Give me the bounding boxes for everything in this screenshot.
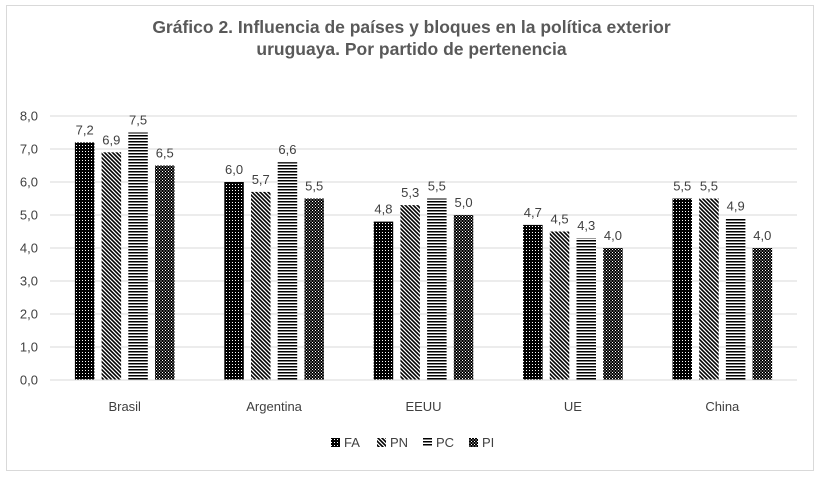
legend-swatch [469, 438, 478, 447]
legend-label: FA [344, 435, 360, 450]
data-label: 4,3 [577, 218, 595, 233]
chart-title-line-1: Gráfico 2. Influencia de países y bloque… [152, 17, 671, 37]
y-tick-label: 6,0 [20, 175, 38, 190]
y-tick-label: 1,0 [20, 340, 38, 355]
legend-swatch [331, 438, 340, 447]
data-label: 4,0 [604, 228, 622, 243]
data-label: 7,5 [129, 113, 147, 128]
y-tick-label: 5,0 [20, 208, 38, 223]
bar-pi-argentina [304, 198, 324, 380]
chart-title-line-2: uruguaya. Por partido de pertenencia [256, 39, 567, 59]
bar-fa-eeuu [373, 221, 394, 380]
bar-pi-china [752, 248, 773, 380]
legend-label: PI [482, 435, 494, 450]
y-tick-label: 2,0 [20, 307, 38, 322]
data-label: 4,7 [524, 205, 542, 220]
data-label: 5,3 [401, 185, 419, 200]
bar-pn-ue [549, 231, 570, 380]
bar-pc-ue [576, 238, 596, 380]
data-label: 4,5 [551, 212, 569, 227]
data-label: 5,7 [252, 172, 270, 187]
y-tick-label: 0,0 [20, 373, 38, 388]
data-label: 6,6 [278, 142, 296, 157]
bar-pc-eeuu [427, 198, 447, 380]
bar-fa-argentina [224, 182, 244, 380]
chart-title: Gráfico 2. Influencia de países y bloque… [0, 16, 823, 60]
legend-label: PC [436, 435, 454, 450]
y-tick-label: 7,0 [20, 142, 38, 157]
bar-fa-brasil [74, 142, 95, 380]
bar-pn-china [699, 198, 719, 380]
x-category-label: EEUU [405, 399, 441, 414]
data-label: 7,2 [76, 122, 94, 137]
data-label: 5,5 [428, 179, 446, 194]
data-label: 5,5 [673, 179, 691, 194]
data-label: 4,9 [727, 198, 745, 213]
bar-pn-eeuu [400, 205, 420, 380]
bar-pn-argentina [251, 191, 271, 380]
bar-fa-ue [523, 224, 543, 380]
data-label: 4,0 [753, 228, 771, 243]
data-label: 5,0 [455, 195, 473, 210]
bar-pc-argentina [277, 162, 298, 380]
data-label: 6,0 [225, 162, 243, 177]
x-category-label: UE [564, 399, 582, 414]
x-category-label: Argentina [246, 399, 302, 414]
legend-swatch [377, 438, 386, 447]
bar-pi-ue [603, 248, 623, 380]
bar-pn-brasil [101, 152, 122, 380]
data-label: 5,5 [305, 179, 323, 194]
y-tick-label: 8,0 [20, 109, 38, 124]
data-label: 4,8 [374, 202, 392, 217]
y-tick-label: 4,0 [20, 241, 38, 256]
data-label: 6,5 [156, 146, 174, 161]
bar-pc-china [725, 218, 746, 380]
bar-pi-brasil [155, 165, 175, 380]
legend-label: PN [390, 435, 408, 450]
bar-pc-brasil [128, 132, 148, 380]
x-category-label: China [705, 399, 740, 414]
data-label: 5,5 [700, 179, 718, 194]
x-category-label: Brasil [108, 399, 141, 414]
bar-pi-eeuu [453, 215, 474, 380]
data-label: 6,9 [102, 132, 120, 147]
y-tick-label: 3,0 [20, 274, 38, 289]
bar-fa-china [672, 198, 692, 380]
legend-swatch [423, 438, 432, 447]
